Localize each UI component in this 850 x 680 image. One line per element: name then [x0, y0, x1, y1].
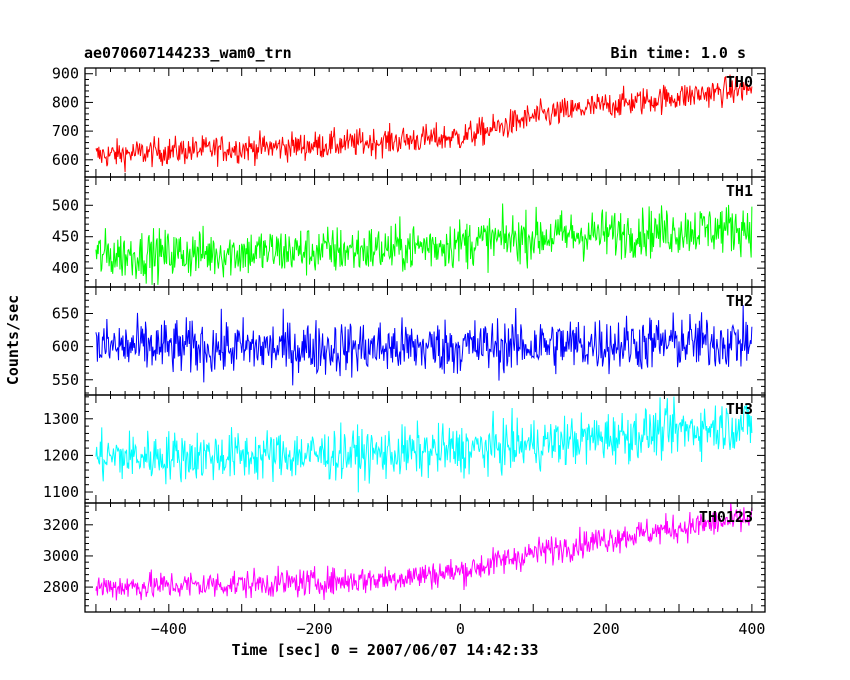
x-tick-label: −400	[151, 620, 187, 638]
panel-frame-th0	[84, 67, 766, 178]
y-tick-label: 2800	[43, 578, 79, 596]
series-line-th1	[95, 203, 753, 285]
x-tick-label: 400	[738, 620, 765, 638]
y-tick-label: 550	[52, 371, 79, 389]
y-tick-label: 500	[52, 196, 79, 214]
panel-label-th1: TH1	[726, 182, 753, 200]
y-tick-label: 3200	[43, 516, 79, 534]
panel-label-th0123: TH0123	[699, 508, 753, 526]
y-tick-label: 1100	[43, 483, 79, 501]
x-axis-label: Time [sec] 0 = 2007/06/07 14:42:33	[231, 641, 538, 659]
panel-label-th2: TH2	[726, 292, 753, 310]
series-line-th0	[95, 74, 753, 173]
series-line-th2	[95, 305, 753, 386]
panel-label-th0: TH0	[726, 73, 753, 91]
y-tick-label: 1200	[43, 446, 79, 464]
y-tick-label: 900	[52, 65, 79, 83]
y-tick-label: 600	[52, 338, 79, 356]
y-tick-label: 600	[52, 151, 79, 169]
chart-subtitle: Bin time: 1.0 s	[610, 44, 746, 62]
y-axis-label: Counts/sec	[4, 295, 22, 385]
y-tick-label: 700	[52, 122, 79, 140]
y-tick-label: 1300	[43, 410, 79, 428]
y-tick-label: 3000	[43, 547, 79, 565]
x-tick-label: 0	[456, 620, 465, 638]
y-tick-label: 650	[52, 305, 79, 323]
series-line-th0123	[95, 503, 753, 601]
panel-label-th3: TH3	[726, 400, 753, 418]
chart-title: ae070607144233_wam0_trn	[84, 44, 292, 62]
y-tick-label: 800	[52, 93, 79, 111]
x-tick-label: −200	[297, 620, 333, 638]
y-tick-label: 450	[52, 228, 79, 246]
x-tick-label: 200	[593, 620, 620, 638]
y-tick-label: 400	[52, 259, 79, 277]
panel-frame-th0123	[84, 502, 766, 613]
series-line-th3	[95, 396, 753, 493]
